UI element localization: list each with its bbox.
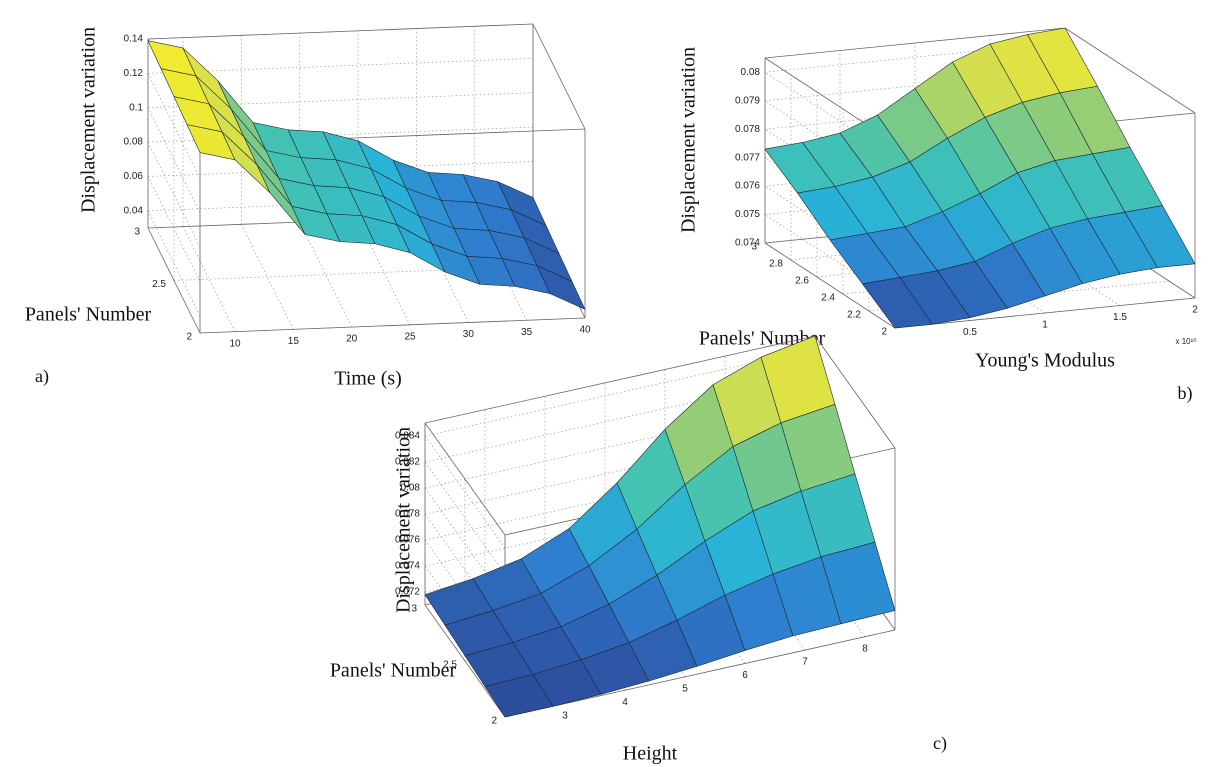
y-tick-label: 3 — [751, 242, 757, 253]
z-tick-label: 0.074 — [395, 561, 420, 572]
x-tick-label: 1 — [1042, 320, 1048, 331]
x-tick-label: 3 — [562, 710, 568, 721]
x-tick-label: 8 — [862, 643, 868, 654]
z-tick-label: 0.078 — [735, 124, 760, 135]
y-axis-label: Panels' Number — [25, 304, 152, 326]
box-edge — [504, 629, 896, 718]
y-tick-label: 2 — [881, 327, 887, 338]
panel-label: a) — [35, 366, 49, 387]
y-tick-label: 2 — [186, 332, 192, 343]
box-edge — [532, 23, 586, 130]
z-tick-label: 0.06 — [124, 171, 144, 182]
z-tick-label: 0.075 — [735, 209, 760, 220]
grid-line — [182, 226, 236, 332]
grid-line — [764, 185, 896, 272]
box-edge — [424, 422, 506, 536]
z-axis-label: Displacement variation — [393, 427, 415, 613]
grid-line — [764, 214, 896, 300]
box-edge — [147, 23, 534, 40]
panel-label: c) — [933, 733, 947, 754]
x-tick-label: 35 — [521, 327, 533, 338]
box-edge — [1064, 27, 1196, 114]
z-tick-label: 0.074 — [735, 238, 760, 249]
surface-cell — [1124, 205, 1196, 268]
y-tick-label: 2.5 — [152, 279, 166, 290]
x-tick-label: 30 — [463, 329, 475, 340]
x-tick-label: 40 — [579, 325, 591, 336]
z-axis-label: Displacement variation — [78, 27, 100, 213]
x-tick-label: 0.5 — [963, 327, 977, 338]
y-tick-label: 2.2 — [847, 310, 861, 321]
grid-line — [424, 461, 506, 575]
box-edge — [424, 604, 506, 718]
z-tick-label: 0.079 — [735, 95, 760, 106]
x-tick-label: 20 — [346, 334, 358, 345]
y-tick-label: 2.8 — [769, 259, 783, 270]
x-tick-label: 6 — [742, 670, 748, 681]
z-tick-label: 0.08 — [124, 137, 144, 148]
panel-label: b) — [1178, 383, 1193, 404]
box-edge — [424, 335, 816, 424]
z-tick-label: 0.076 — [395, 535, 420, 546]
box-edge — [199, 317, 586, 334]
x-tick-label: 1.5 — [1113, 312, 1127, 323]
y-tick-label: 2 — [491, 716, 497, 727]
y-tick-label: 2.6 — [795, 276, 809, 287]
z-tick-label: 0.084 — [395, 431, 420, 442]
x-axis-label: Time (s) — [334, 368, 402, 390]
z-tick-label: 0.072 — [395, 587, 420, 598]
x-axis-label: Height — [623, 743, 678, 765]
y-tick-label: 2.5 — [443, 660, 457, 671]
z-tick-label: 0.04 — [124, 205, 144, 216]
y-tick-label: 3 — [134, 227, 140, 238]
grid-line — [764, 71, 896, 158]
x-tick-label: 4 — [622, 697, 628, 708]
z-tick-label: 0.082 — [395, 457, 420, 468]
z-tick-label: 0.078 — [395, 509, 420, 520]
surface-cell — [536, 265, 586, 310]
x-tick-label: 2 — [1192, 305, 1198, 316]
x-tick-label: 5 — [682, 683, 688, 694]
grid-line — [424, 513, 506, 627]
grid-line — [764, 100, 896, 186]
x-scale-label: x 10¹⁰ — [1176, 337, 1197, 346]
x-tick-label: 10 — [229, 338, 241, 349]
grid-line — [764, 128, 896, 215]
z-tick-label: 0.14 — [124, 34, 144, 45]
grid-line — [147, 58, 534, 74]
z-tick-label: 0.1 — [129, 102, 143, 113]
z-axis-label: Displacement variation — [678, 47, 700, 233]
surface-cell — [820, 541, 896, 625]
y-tick-label: 3 — [411, 604, 417, 615]
x-axis-label: Young's Modulus — [975, 350, 1115, 372]
x-tick-label: 25 — [404, 331, 416, 342]
z-tick-label: 0.12 — [124, 68, 144, 79]
box-edge — [814, 335, 896, 449]
z-tick-label: 0.08 — [741, 67, 761, 78]
z-tick-label: 0.08 — [401, 483, 421, 494]
box-edge — [764, 27, 1066, 59]
z-tick-label: 0.077 — [735, 152, 760, 163]
box-edge — [147, 227, 201, 334]
x-tick-label: 15 — [288, 336, 300, 347]
z-tick-label: 0.076 — [735, 181, 760, 192]
y-axis-label: Panels' Number — [330, 660, 457, 682]
y-tick-label: 2.4 — [821, 293, 835, 304]
box-edge — [894, 297, 1196, 329]
box-edge — [764, 242, 896, 329]
x-tick-label: 7 — [802, 657, 808, 668]
